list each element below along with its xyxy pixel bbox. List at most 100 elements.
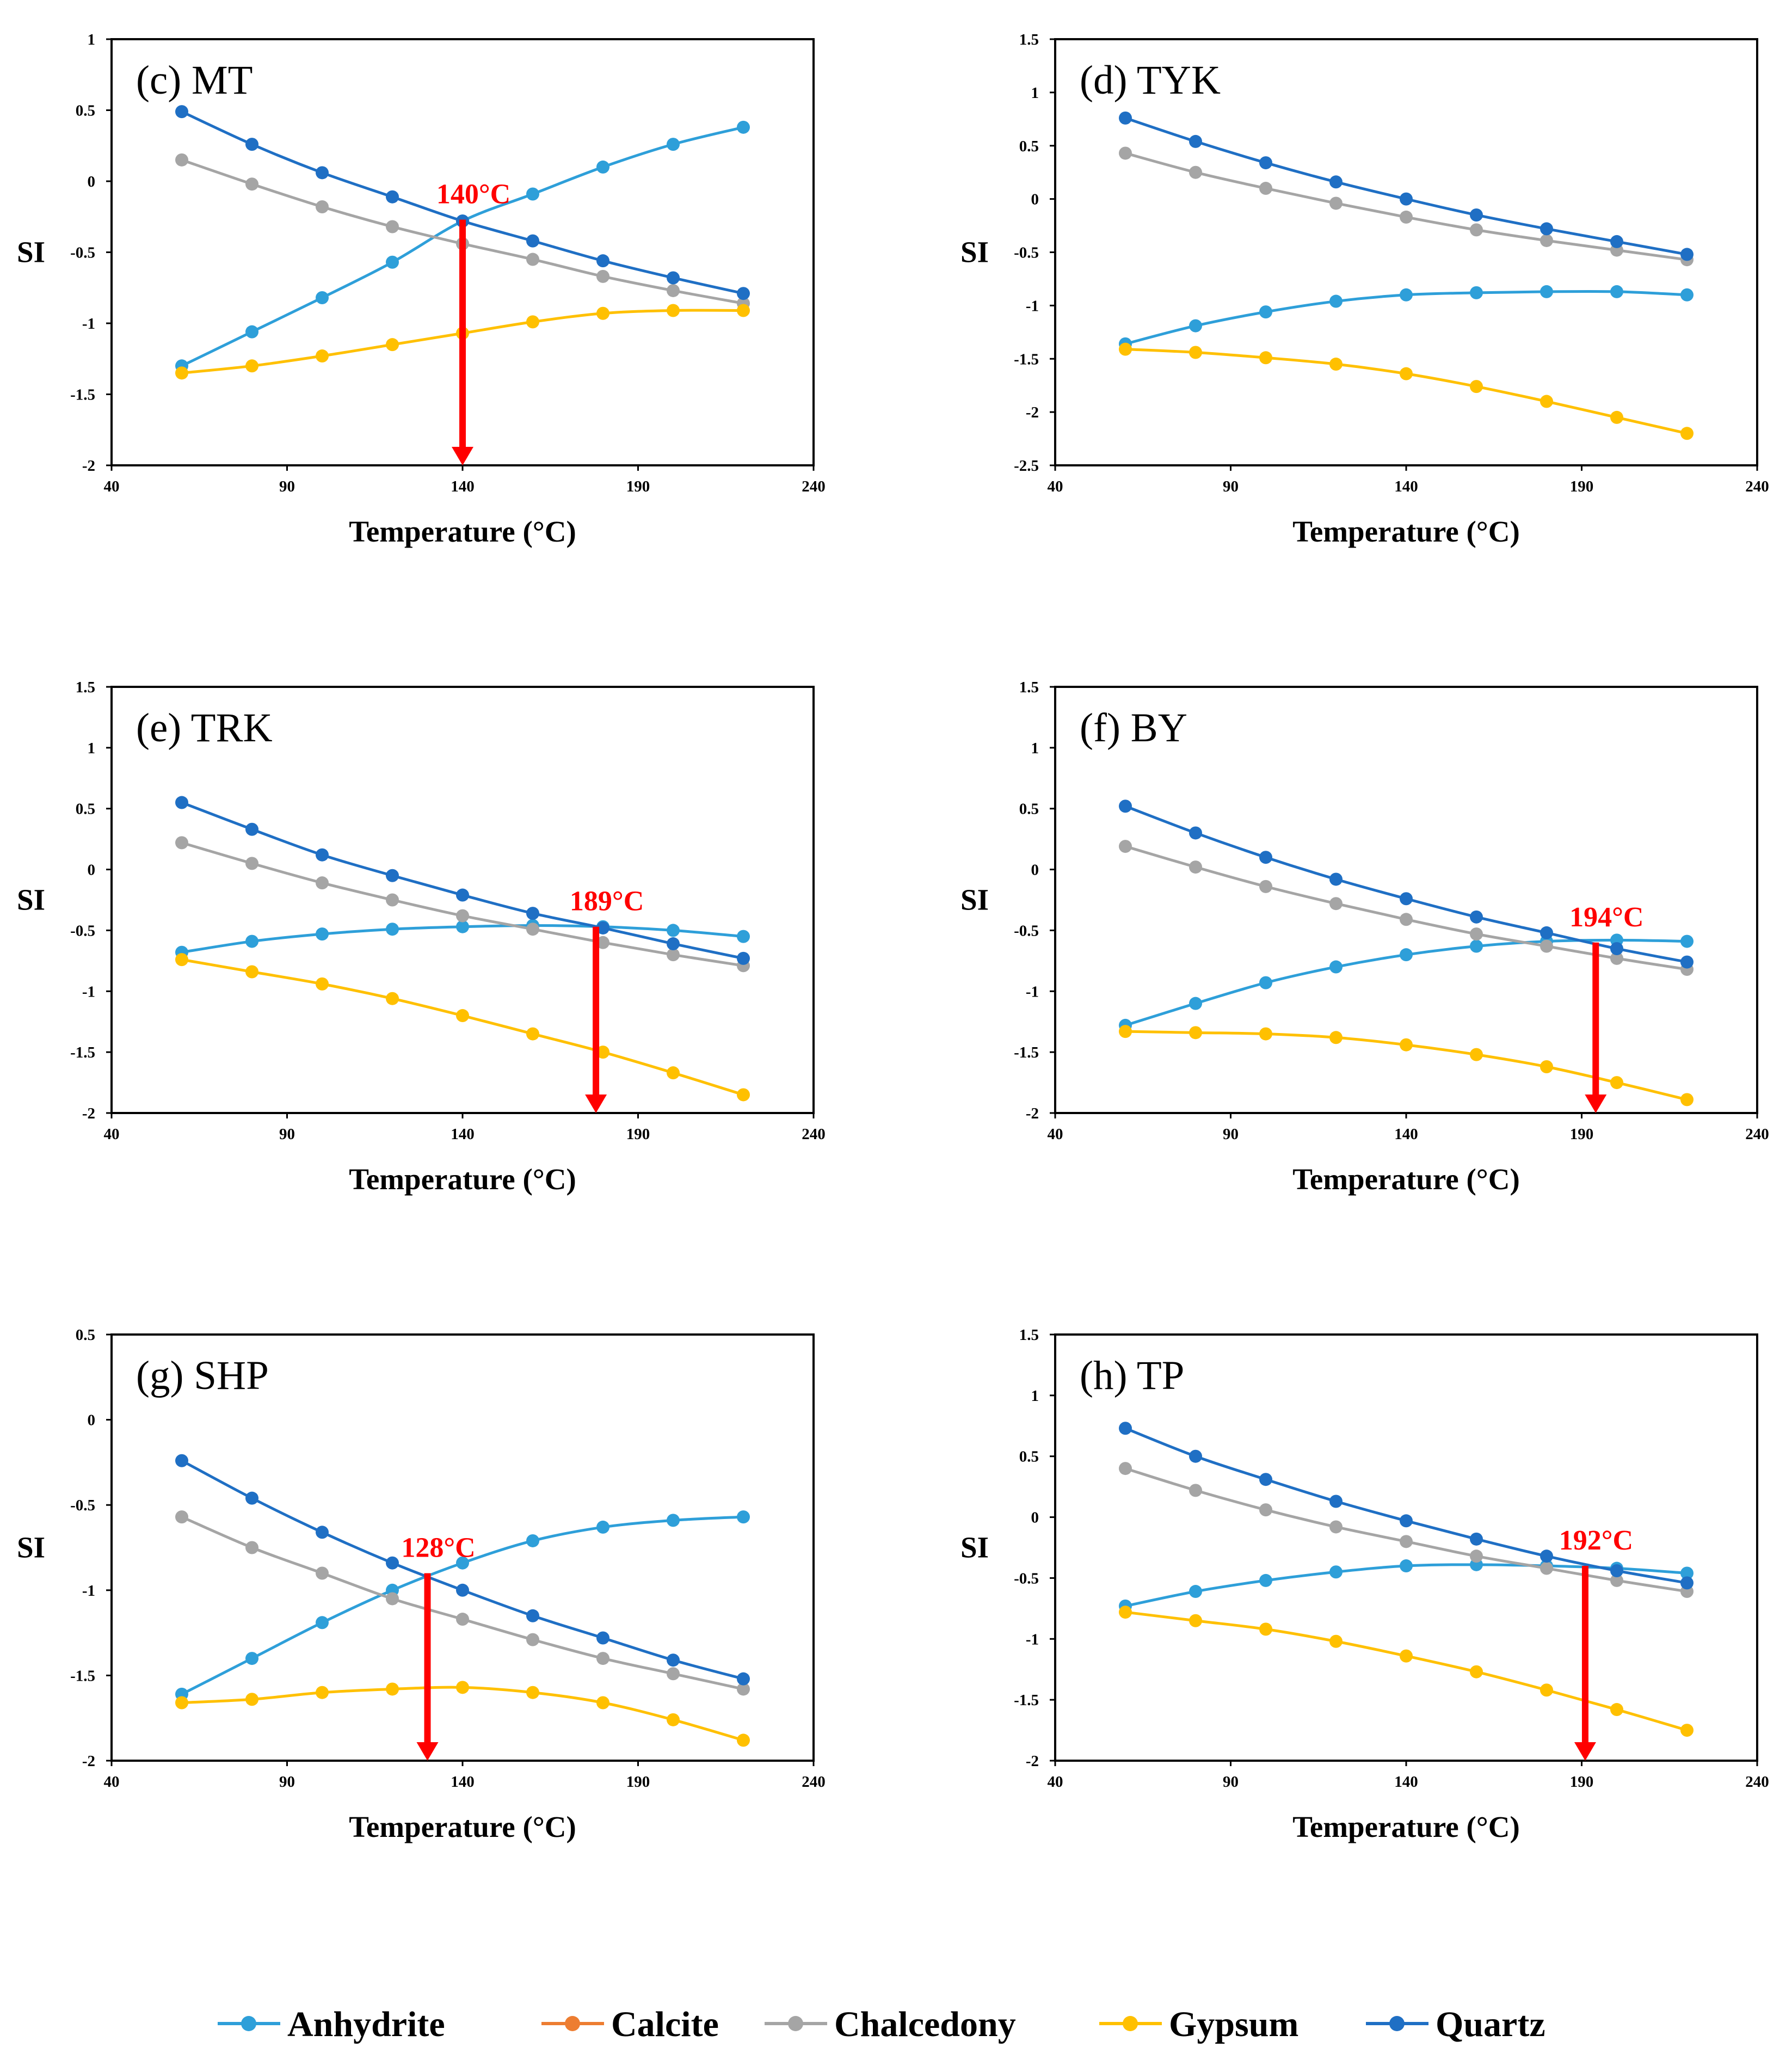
- series-line-quartz: [1125, 804, 1688, 964]
- x-tick-label: 40: [104, 478, 120, 495]
- y-tick-label: -2: [1026, 404, 1039, 421]
- data-point-anhydrite: [1400, 1559, 1413, 1573]
- y-tick-label: -2.5: [1014, 457, 1039, 475]
- data-point-anhydrite: [456, 1556, 469, 1570]
- data-point-quartz: [1540, 1550, 1553, 1563]
- data-point-quartz: [1259, 851, 1272, 864]
- panel-title: (f) BY: [1080, 705, 1187, 751]
- x-axis-title: Temperature (°C): [1292, 1163, 1520, 1196]
- annotation-arrow-head: [416, 1742, 439, 1761]
- y-tick-label: -0.5: [70, 922, 95, 939]
- data-point-gypsum: [667, 304, 680, 317]
- data-point-quartz: [1329, 175, 1343, 189]
- y-tick-label: -1.5: [70, 1667, 95, 1684]
- data-point-anhydrite: [1610, 285, 1623, 298]
- x-tick-label: 240: [802, 1773, 826, 1791]
- y-tick-label: -1.5: [1014, 1044, 1039, 1061]
- legend-label: Gypsum: [1169, 2005, 1298, 2044]
- data-point-quartz: [1259, 156, 1272, 170]
- data-point-anhydrite: [1189, 1585, 1202, 1598]
- x-axis-title: Temperature (°C): [349, 1163, 576, 1196]
- x-tick-label: 190: [626, 1773, 650, 1791]
- x-tick-label: 140: [451, 478, 475, 495]
- data-point-quartz: [245, 1491, 258, 1505]
- x-tick-label: 140: [1394, 1773, 1418, 1791]
- data-point-chalcedony: [1540, 1561, 1553, 1575]
- data-point-anhydrite: [245, 934, 258, 948]
- y-tick-label: 0.5: [1019, 138, 1039, 155]
- annotation-arrow-head: [1574, 1742, 1596, 1761]
- data-point-chalcedony: [1329, 897, 1343, 911]
- data-point-anhydrite: [1540, 285, 1553, 298]
- data-point-chalcedony: [1259, 880, 1272, 893]
- data-point-chalcedony: [175, 1510, 188, 1524]
- data-point-quartz: [737, 951, 750, 965]
- data-point-gypsum: [245, 359, 258, 373]
- data-point-chalcedony: [667, 1667, 680, 1681]
- legend-item-gypsum: Gypsum: [1099, 2005, 1298, 2044]
- data-point-anhydrite: [1329, 294, 1343, 308]
- data-point-quartz: [1400, 1514, 1413, 1528]
- data-point-gypsum: [1470, 1048, 1483, 1061]
- y-tick-label: -1: [82, 315, 95, 333]
- x-axis-title: Temperature (°C): [1292, 1810, 1520, 1843]
- data-point-quartz: [386, 869, 399, 882]
- data-point-gypsum: [526, 1686, 539, 1699]
- x-tick-label: 240: [1745, 478, 1769, 495]
- x-tick-label: 90: [1223, 1773, 1239, 1791]
- y-tick-label: 0.5: [1019, 801, 1039, 818]
- data-point-quartz: [316, 166, 329, 180]
- data-point-anhydrite: [245, 325, 258, 339]
- x-tick-label: 140: [1394, 1126, 1418, 1143]
- data-point-anhydrite: [667, 924, 680, 937]
- data-point-quartz: [596, 254, 609, 268]
- data-point-quartz: [386, 1556, 399, 1570]
- data-point-chalcedony: [1610, 1573, 1623, 1587]
- y-axis-title: SI: [960, 1531, 989, 1564]
- annotation-arrow-head: [585, 1095, 607, 1113]
- data-point-gypsum: [1540, 1060, 1553, 1073]
- data-point-quartz: [1610, 1564, 1623, 1578]
- data-point-anhydrite: [1680, 1566, 1694, 1580]
- y-tick-label: 0: [88, 862, 96, 879]
- chart-panel-f-by: 40 90 140 190 240 -2 -1.5 -1 -0.5 0 0.5 1 1.5 Tempera…: [960, 679, 1769, 1196]
- data-point-quartz: [596, 921, 609, 934]
- legend-swatch-marker: [565, 2016, 580, 2031]
- data-point-gypsum: [1189, 1026, 1202, 1040]
- y-tick-label: -0.5: [70, 1497, 95, 1514]
- data-point-anhydrite: [316, 927, 329, 941]
- data-point-anhydrite: [667, 138, 680, 151]
- data-point-gypsum: [1540, 1683, 1553, 1697]
- annotation-label: 140°C: [436, 179, 510, 210]
- data-point-chalcedony: [1400, 1535, 1413, 1548]
- y-tick-label: 0: [1031, 191, 1039, 208]
- data-point-chalcedony: [1259, 182, 1272, 195]
- data-point-chalcedony: [316, 1566, 329, 1580]
- y-tick-label: -1.5: [70, 1044, 95, 1061]
- chart-panel-e-trk: 40 90 140 190 240 -2 -1.5 -1 -0.5 0 0.5 1 1.5 Tempera…: [17, 679, 826, 1196]
- legend-label: Quartz: [1436, 2005, 1545, 2044]
- y-tick-label: 1: [1031, 84, 1039, 102]
- x-axis-title: Temperature (°C): [349, 1810, 576, 1843]
- series-line-gypsum: [1125, 348, 1688, 435]
- y-tick-label: 1: [88, 740, 96, 757]
- data-point-gypsum: [1329, 1031, 1343, 1044]
- y-tick-label: 1.5: [1019, 679, 1039, 696]
- y-tick-label: 1.5: [1019, 1326, 1039, 1344]
- x-tick-label: 40: [1048, 1126, 1063, 1143]
- legend-item-quartz: Quartz: [1366, 2005, 1545, 2044]
- y-tick-label: 0: [1031, 1509, 1039, 1527]
- y-tick-label: 1: [1031, 740, 1039, 757]
- data-point-chalcedony: [596, 1652, 609, 1665]
- y-tick-label: -2: [1026, 1105, 1039, 1122]
- legend-swatch-marker: [1389, 2016, 1405, 2031]
- data-point-chalcedony: [1119, 840, 1132, 853]
- data-point-gypsum: [175, 953, 188, 967]
- data-point-chalcedony: [1119, 146, 1132, 160]
- data-point-gypsum: [1189, 346, 1202, 359]
- data-point-anhydrite: [667, 1514, 680, 1527]
- data-point-chalcedony: [1189, 1484, 1202, 1497]
- y-tick-label: -1.5: [1014, 1692, 1039, 1709]
- data-point-gypsum: [1610, 1076, 1623, 1090]
- data-point-quartz: [245, 138, 258, 151]
